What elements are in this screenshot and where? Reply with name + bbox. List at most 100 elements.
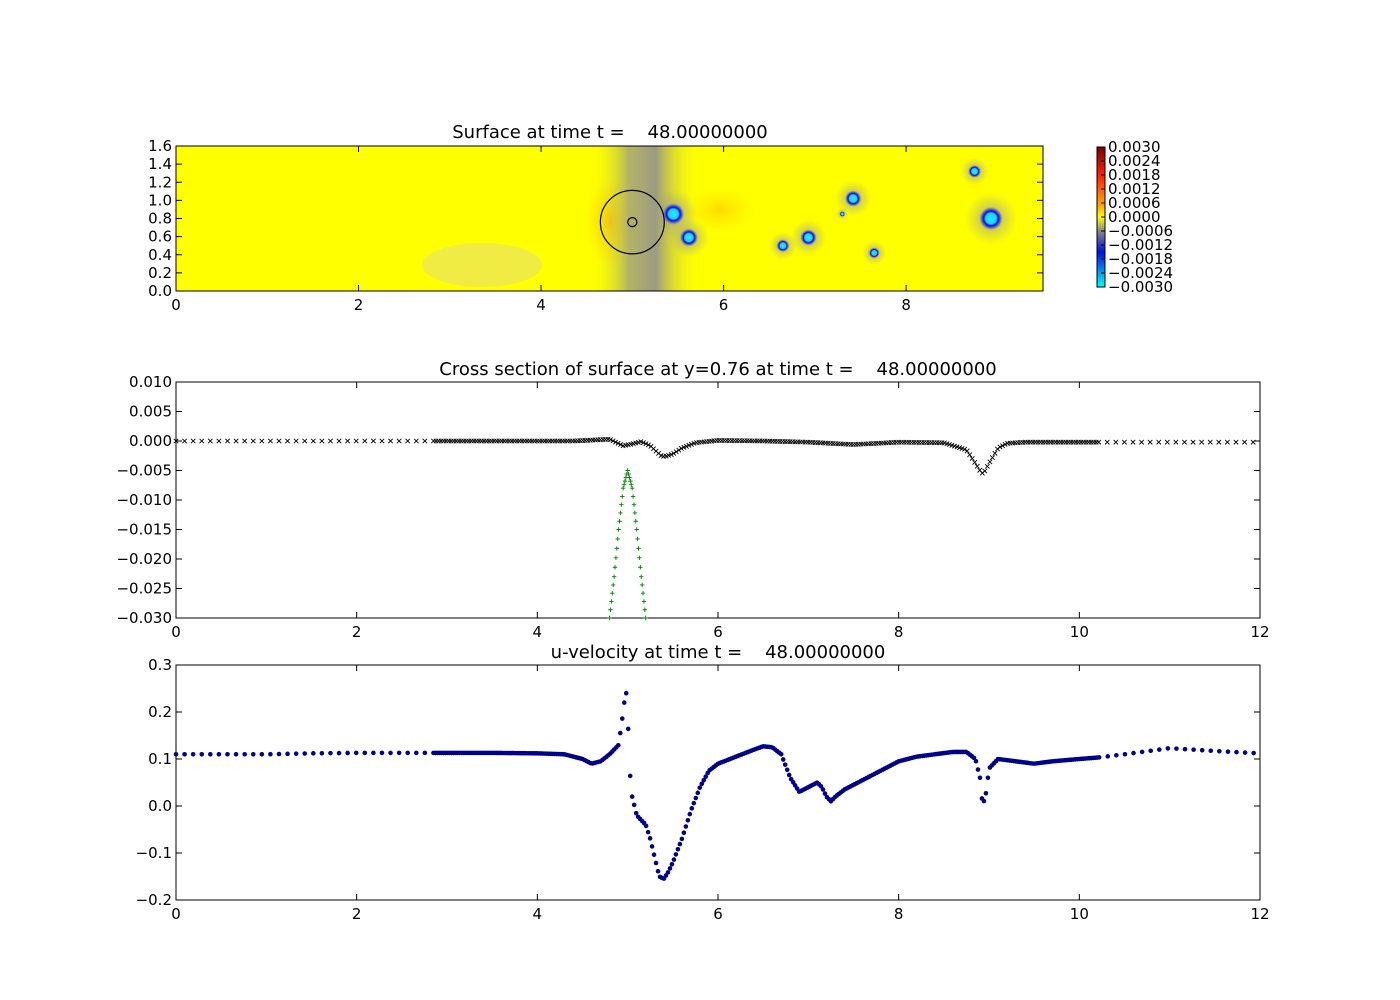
velocity-point bbox=[328, 750, 333, 756]
surface-marker bbox=[327, 438, 333, 444]
surface-marker bbox=[379, 438, 385, 444]
body-profile-marker bbox=[611, 574, 617, 579]
x-tick-label: 6 bbox=[719, 296, 729, 314]
body-profile-marker bbox=[618, 510, 623, 516]
velocity-point bbox=[199, 752, 205, 757]
body-profile-marker bbox=[627, 475, 632, 480]
body-circle bbox=[599, 189, 665, 255]
velocity-point bbox=[689, 806, 695, 811]
velocity-point bbox=[645, 829, 651, 835]
body-profile-marker bbox=[636, 546, 641, 551]
surface-marker bbox=[199, 438, 205, 444]
surface-marker bbox=[607, 437, 614, 443]
body-profile-marker bbox=[640, 591, 646, 596]
x-tick-label: 2 bbox=[352, 905, 362, 923]
velocity-point bbox=[697, 785, 703, 790]
y-tick-label: 0.000 bbox=[129, 432, 172, 450]
velocity-point bbox=[396, 750, 402, 756]
y-tick-label: 0.010 bbox=[129, 373, 172, 391]
surface-marker bbox=[992, 450, 998, 456]
depression-spot bbox=[979, 206, 1003, 231]
body-profile-marker bbox=[633, 519, 638, 524]
surface-marker bbox=[1173, 439, 1179, 445]
body-profile-marker bbox=[616, 527, 621, 532]
x-tick-label: 4 bbox=[533, 905, 543, 923]
velocity-point bbox=[633, 810, 639, 816]
depression-spot bbox=[968, 165, 981, 178]
velocity-point bbox=[1131, 750, 1136, 756]
body-profile-marker bbox=[619, 502, 624, 507]
velocity-point bbox=[679, 836, 685, 842]
surface-marker bbox=[997, 444, 1003, 450]
velocity-point bbox=[1225, 749, 1231, 754]
velocity-point bbox=[667, 866, 673, 871]
body-profile-marker bbox=[614, 546, 620, 551]
surface-marker bbox=[422, 438, 428, 444]
body-profile-marker bbox=[621, 482, 627, 487]
velocity-point bbox=[1242, 750, 1248, 755]
surface-marker bbox=[224, 438, 231, 444]
surface-marker bbox=[987, 459, 993, 465]
surface-marker bbox=[267, 438, 273, 444]
velocity-point bbox=[647, 836, 653, 841]
u-velocity-frame bbox=[175, 664, 1261, 901]
y-tick-label: 0.1 bbox=[148, 750, 172, 768]
surface-heatmap-panel: Surface at time t = 48.00000000 0 2 4 6 8 0.0… bbox=[148, 122, 1173, 314]
body-profile-marker bbox=[628, 478, 633, 484]
surface-marker bbox=[618, 441, 624, 448]
surface-marker bbox=[345, 438, 351, 444]
velocity-point bbox=[1165, 746, 1171, 751]
surface-marker bbox=[673, 449, 679, 455]
surface-marker bbox=[413, 438, 419, 444]
velocity-point bbox=[615, 742, 621, 748]
body-profile-marker bbox=[639, 582, 645, 588]
velocity-point bbox=[302, 751, 308, 756]
y-tick-label: 0.4 bbox=[148, 246, 172, 264]
y-tick-label: −0.015 bbox=[116, 521, 172, 539]
surface-marker bbox=[405, 438, 411, 444]
colorbar-tick-label: −0.0006 bbox=[1108, 222, 1173, 240]
depression-spot bbox=[839, 211, 845, 217]
body-profile-marker bbox=[631, 502, 637, 507]
surface-marker bbox=[1156, 439, 1162, 445]
velocity-point bbox=[250, 752, 256, 757]
surface-marker bbox=[207, 438, 213, 444]
x-tick-label: 12 bbox=[1250, 623, 1269, 641]
surface-marker bbox=[1113, 439, 1119, 445]
surface-marker bbox=[613, 439, 619, 445]
velocity-point bbox=[388, 750, 393, 756]
velocity-point bbox=[981, 798, 987, 804]
x-tick-label: 2 bbox=[354, 296, 364, 314]
velocity-point bbox=[971, 755, 977, 761]
colorbar-tick-label: −0.0024 bbox=[1108, 264, 1173, 282]
velocity-point bbox=[617, 730, 623, 736]
surface-marker bbox=[396, 438, 402, 444]
y-tick-label: 0.6 bbox=[148, 228, 172, 246]
velocity-point bbox=[782, 762, 788, 767]
x-tick-label: 10 bbox=[1070, 623, 1089, 641]
velocity-point bbox=[225, 752, 230, 757]
velocity-point bbox=[685, 817, 691, 823]
surface-marker bbox=[276, 438, 282, 444]
velocity-point bbox=[1122, 751, 1128, 757]
velocity-point bbox=[683, 824, 689, 829]
velocity-point bbox=[681, 830, 687, 835]
velocity-point bbox=[1217, 748, 1222, 754]
velocity-point bbox=[625, 726, 631, 732]
velocity-point bbox=[703, 774, 709, 779]
x-tick-label: 6 bbox=[713, 623, 723, 641]
velocity-point bbox=[784, 767, 790, 773]
surface-marker bbox=[353, 438, 359, 444]
surface-marker bbox=[310, 438, 316, 444]
colorbar-tick-label: 0.0018 bbox=[1108, 166, 1161, 184]
surface-marker bbox=[610, 438, 616, 444]
velocity-point bbox=[1105, 754, 1111, 759]
colorbar-tick-label: −0.0030 bbox=[1108, 278, 1173, 296]
surface-marker bbox=[972, 459, 978, 465]
surface-marker bbox=[319, 438, 325, 444]
y-tick-label: 0.005 bbox=[129, 403, 172, 421]
body-profile-marker bbox=[634, 527, 639, 532]
u-velocity-panel: u-velocity at time t = 48.00000000 0 2 4 6 8… bbox=[136, 642, 1270, 923]
surface-marker bbox=[962, 446, 968, 452]
